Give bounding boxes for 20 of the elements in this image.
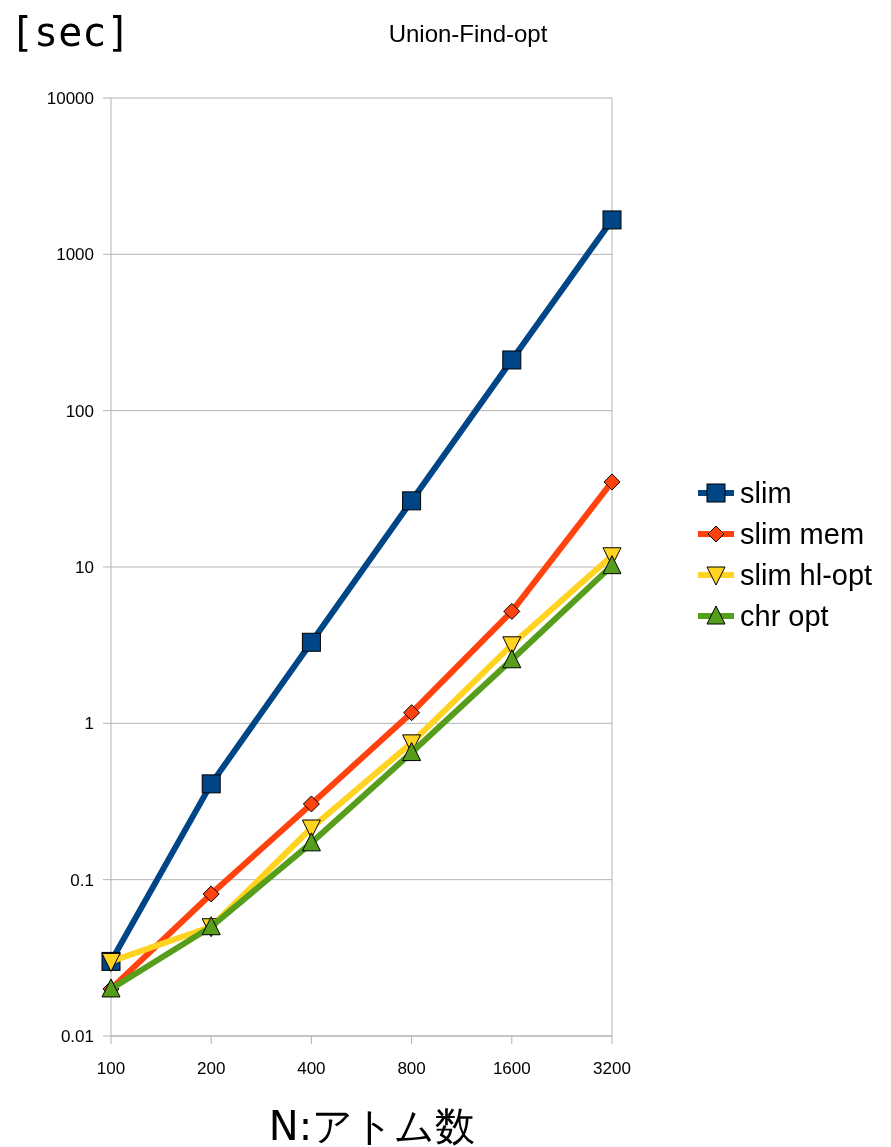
x-tick-label: 200: [197, 1059, 226, 1078]
y-tick-label: 10: [75, 558, 94, 577]
y-tick-label: 10000: [46, 89, 94, 108]
legend-label: slim: [740, 477, 792, 509]
x-tick-label: 400: [297, 1059, 326, 1078]
x-tick-label: 800: [397, 1059, 426, 1078]
legend-label: chr opt: [740, 600, 829, 632]
x-axis-title: N:アトム数: [268, 1103, 476, 1147]
x-tick-label: 1600: [492, 1059, 531, 1078]
y-tick-label: 0.01: [60, 1027, 94, 1046]
y-axis-title: [sec]: [10, 9, 131, 55]
x-tick-label: 100: [96, 1059, 126, 1078]
y-tick-label: 1: [84, 714, 94, 734]
chart-title: Union-Find-opt: [388, 20, 548, 47]
y-tick-label: 1000: [56, 245, 94, 265]
x-tick-label: 3200: [593, 1059, 631, 1078]
y-tick-label: 0.1: [70, 870, 94, 890]
y-tick-label: 100: [65, 401, 94, 421]
legend-label: slim mem: [740, 518, 865, 550]
legend-label: slim hl-opt: [740, 559, 873, 591]
